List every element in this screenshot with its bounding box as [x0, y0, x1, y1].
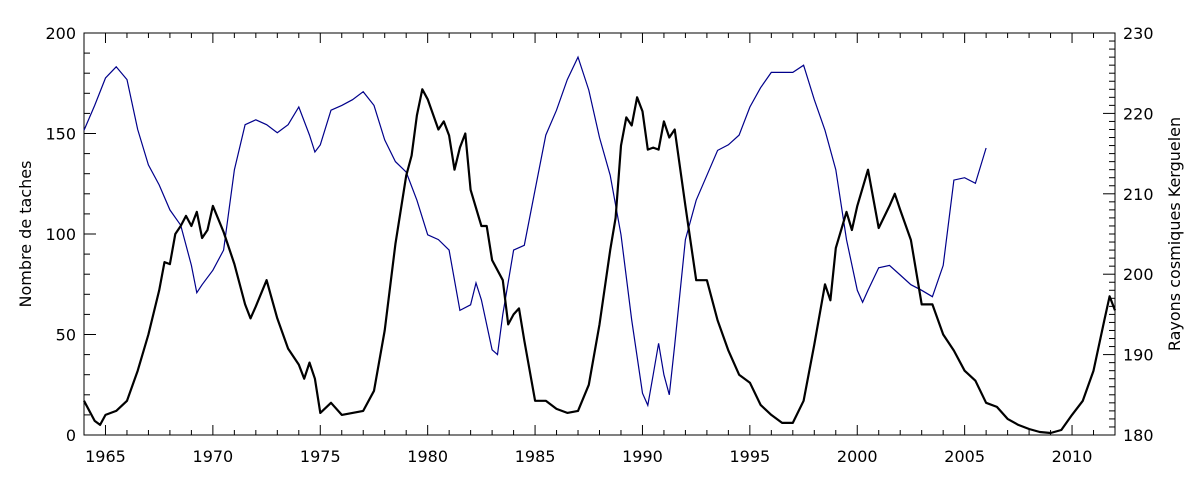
y-tick-label: 100 — [45, 225, 76, 244]
y-tick-labels: 0 50 100 150 200 — [45, 24, 76, 445]
x-tick-label: 1995 — [729, 447, 770, 466]
y-tick-label: 150 — [45, 125, 76, 144]
y-tick-label: 200 — [45, 24, 76, 43]
y-tick-label: 0 — [66, 426, 76, 445]
y-axis-label: Nombre de taches — [16, 161, 35, 308]
x-tick-label: 1985 — [515, 447, 556, 466]
x-tick-label: 1970 — [193, 447, 234, 466]
series-line-sunspots — [83, 88, 1117, 435]
y2-tick-label: 200 — [1123, 265, 1154, 284]
y2-tick-label: 190 — [1123, 346, 1154, 365]
series-line-cosmic-rays — [83, 55, 987, 408]
y2-tick-label: 180 — [1123, 426, 1154, 445]
plot-frame — [83, 32, 1116, 436]
x-tick-label: 1980 — [407, 447, 448, 466]
y2-tick-label: 210 — [1123, 185, 1154, 204]
y-tick-label: 50 — [56, 326, 76, 345]
axis-ticks — [83, 32, 1116, 436]
x-tick-label: 2010 — [1052, 447, 1093, 466]
x-tick-label: 2005 — [944, 447, 985, 466]
y2-tick-labels: 180 190 200 210 220 230 — [1123, 24, 1154, 445]
x-tick-label: 2000 — [837, 447, 878, 466]
y2-tick-label: 220 — [1123, 104, 1154, 123]
x-tick-label: 1990 — [622, 447, 663, 466]
x-tick-labels: 1965 1970 1975 1980 1985 1990 1995 2000 2005 2010 — [85, 447, 1092, 466]
x-tick-label: 1975 — [300, 447, 341, 466]
x-tick-label: 1965 — [85, 447, 126, 466]
y2-tick-label: 230 — [1123, 24, 1154, 43]
y2-axis-label: Rayons cosmiques Kerguelen — [1165, 117, 1184, 351]
